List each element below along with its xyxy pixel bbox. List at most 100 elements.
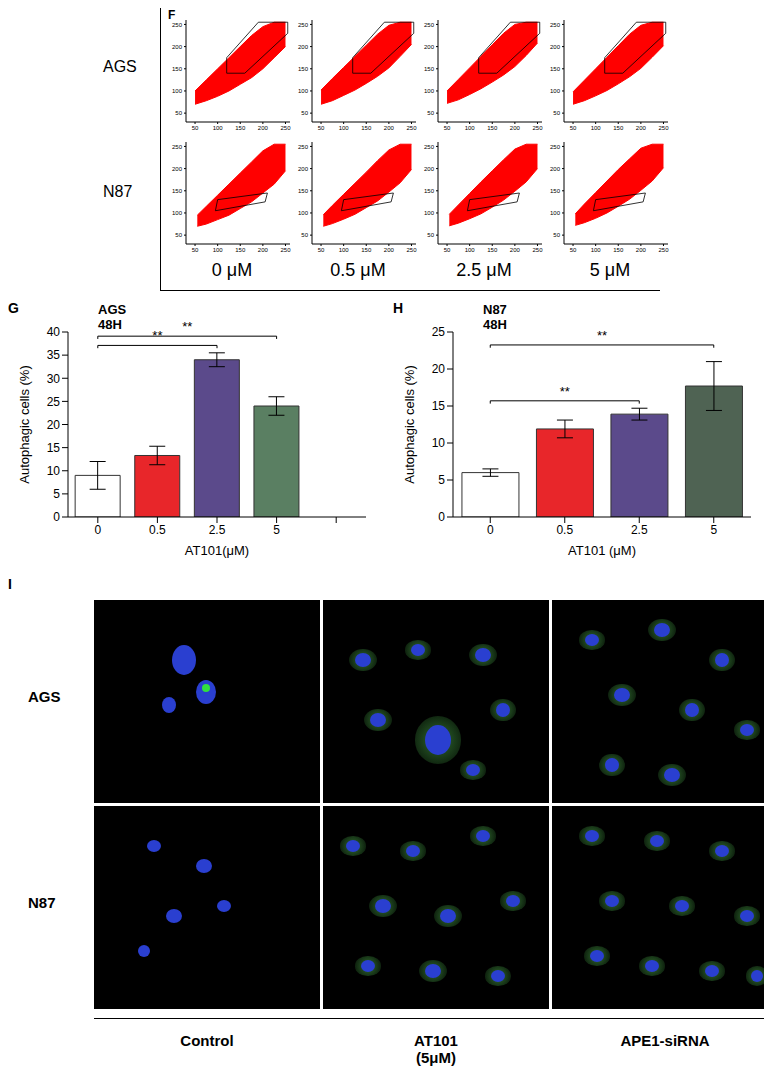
svg-text:250: 250	[550, 144, 561, 150]
svg-text:2.5: 2.5	[209, 523, 226, 537]
svg-text:50: 50	[553, 232, 560, 238]
svg-text:50: 50	[318, 247, 325, 253]
svg-text:100: 100	[550, 88, 561, 94]
svg-text:250: 250	[424, 144, 435, 150]
svg-text:0: 0	[53, 510, 60, 524]
svg-text:100: 100	[591, 247, 602, 253]
svg-text:100: 100	[213, 125, 224, 131]
svg-text:30: 30	[47, 372, 61, 386]
svg-text:150: 150	[235, 247, 246, 253]
svg-text:250: 250	[298, 22, 309, 28]
svg-text:100: 100	[172, 88, 183, 94]
svg-text:35: 35	[47, 348, 61, 362]
svg-text:100: 100	[298, 88, 309, 94]
svg-text:50: 50	[427, 110, 434, 116]
svg-text:200: 200	[258, 125, 269, 131]
svg-text:250: 250	[424, 22, 435, 28]
svg-text:200: 200	[510, 247, 521, 253]
svg-text:5: 5	[273, 523, 280, 537]
svg-text:250: 250	[406, 125, 417, 131]
svg-text:150: 150	[613, 247, 624, 253]
svg-text:5: 5	[438, 473, 445, 487]
svg-text:10: 10	[47, 464, 61, 478]
svg-text:5: 5	[710, 523, 717, 537]
svg-text:15: 15	[47, 441, 61, 455]
svg-text:50: 50	[192, 125, 199, 131]
svg-text:40: 40	[47, 325, 61, 339]
svg-text:100: 100	[424, 88, 435, 94]
svg-text:**: **	[560, 384, 570, 399]
svg-text:25: 25	[432, 325, 446, 339]
svg-text:50: 50	[553, 110, 560, 116]
svg-text:5: 5	[53, 487, 60, 501]
svg-text:Autophagic cells (%): Autophagic cells (%)	[17, 365, 32, 484]
svg-text:250: 250	[406, 247, 417, 253]
svg-text:AT101 (μM): AT101 (μM)	[568, 543, 636, 558]
svg-text:0.5: 0.5	[149, 523, 166, 537]
svg-text:50: 50	[444, 125, 451, 131]
svg-text:200: 200	[384, 247, 395, 253]
svg-text:50: 50	[427, 232, 434, 238]
svg-text:100: 100	[298, 210, 309, 216]
svg-text:150: 150	[487, 247, 498, 253]
svg-text:50: 50	[192, 247, 199, 253]
svg-text:150: 150	[613, 125, 624, 131]
svg-text:250: 250	[658, 125, 669, 131]
svg-text:150: 150	[361, 247, 372, 253]
svg-text:200: 200	[298, 166, 309, 172]
svg-text:100: 100	[213, 247, 224, 253]
svg-text:150: 150	[172, 188, 183, 194]
svg-text:150: 150	[487, 125, 498, 131]
svg-text:250: 250	[280, 247, 291, 253]
svg-text:200: 200	[384, 125, 395, 131]
svg-text:200: 200	[510, 125, 521, 131]
svg-text:100: 100	[339, 247, 350, 253]
svg-text:200: 200	[172, 44, 183, 50]
svg-text:100: 100	[424, 210, 435, 216]
svg-text:50: 50	[175, 232, 182, 238]
svg-text:50: 50	[175, 110, 182, 116]
svg-text:150: 150	[550, 66, 561, 72]
svg-text:100: 100	[550, 210, 561, 216]
svg-text:100: 100	[172, 210, 183, 216]
svg-text:200: 200	[172, 166, 183, 172]
svg-text:200: 200	[550, 166, 561, 172]
svg-text:150: 150	[298, 66, 309, 72]
svg-text:0: 0	[438, 510, 445, 524]
svg-text:25: 25	[47, 395, 61, 409]
svg-text:250: 250	[658, 247, 669, 253]
svg-text:50: 50	[570, 247, 577, 253]
svg-text:**: **	[152, 328, 162, 343]
svg-text:100: 100	[591, 125, 602, 131]
svg-text:150: 150	[298, 188, 309, 194]
svg-text:150: 150	[172, 66, 183, 72]
svg-text:250: 250	[298, 144, 309, 150]
svg-text:250: 250	[532, 247, 543, 253]
svg-text:250: 250	[550, 22, 561, 28]
svg-text:100: 100	[465, 125, 476, 131]
svg-text:50: 50	[301, 232, 308, 238]
svg-text:250: 250	[172, 144, 183, 150]
svg-text:200: 200	[298, 44, 309, 50]
svg-text:**: **	[182, 319, 192, 334]
svg-text:Autophagic cells (%): Autophagic cells (%)	[402, 365, 417, 484]
svg-text:50: 50	[318, 125, 325, 131]
svg-text:50: 50	[301, 110, 308, 116]
svg-text:150: 150	[361, 125, 372, 131]
svg-text:2.5: 2.5	[631, 523, 648, 537]
svg-text:250: 250	[532, 125, 543, 131]
svg-text:200: 200	[636, 125, 647, 131]
svg-text:0: 0	[487, 523, 494, 537]
svg-text:AT101(μM): AT101(μM)	[185, 543, 249, 558]
svg-text:0.5: 0.5	[556, 523, 573, 537]
svg-text:100: 100	[339, 125, 350, 131]
svg-text:200: 200	[258, 247, 269, 253]
svg-text:10: 10	[432, 436, 446, 450]
svg-text:200: 200	[636, 247, 647, 253]
svg-text:250: 250	[280, 125, 291, 131]
svg-text:**: **	[597, 328, 607, 343]
svg-text:15: 15	[432, 399, 446, 413]
svg-text:150: 150	[424, 188, 435, 194]
svg-text:250: 250	[172, 22, 183, 28]
svg-text:20: 20	[47, 418, 61, 432]
